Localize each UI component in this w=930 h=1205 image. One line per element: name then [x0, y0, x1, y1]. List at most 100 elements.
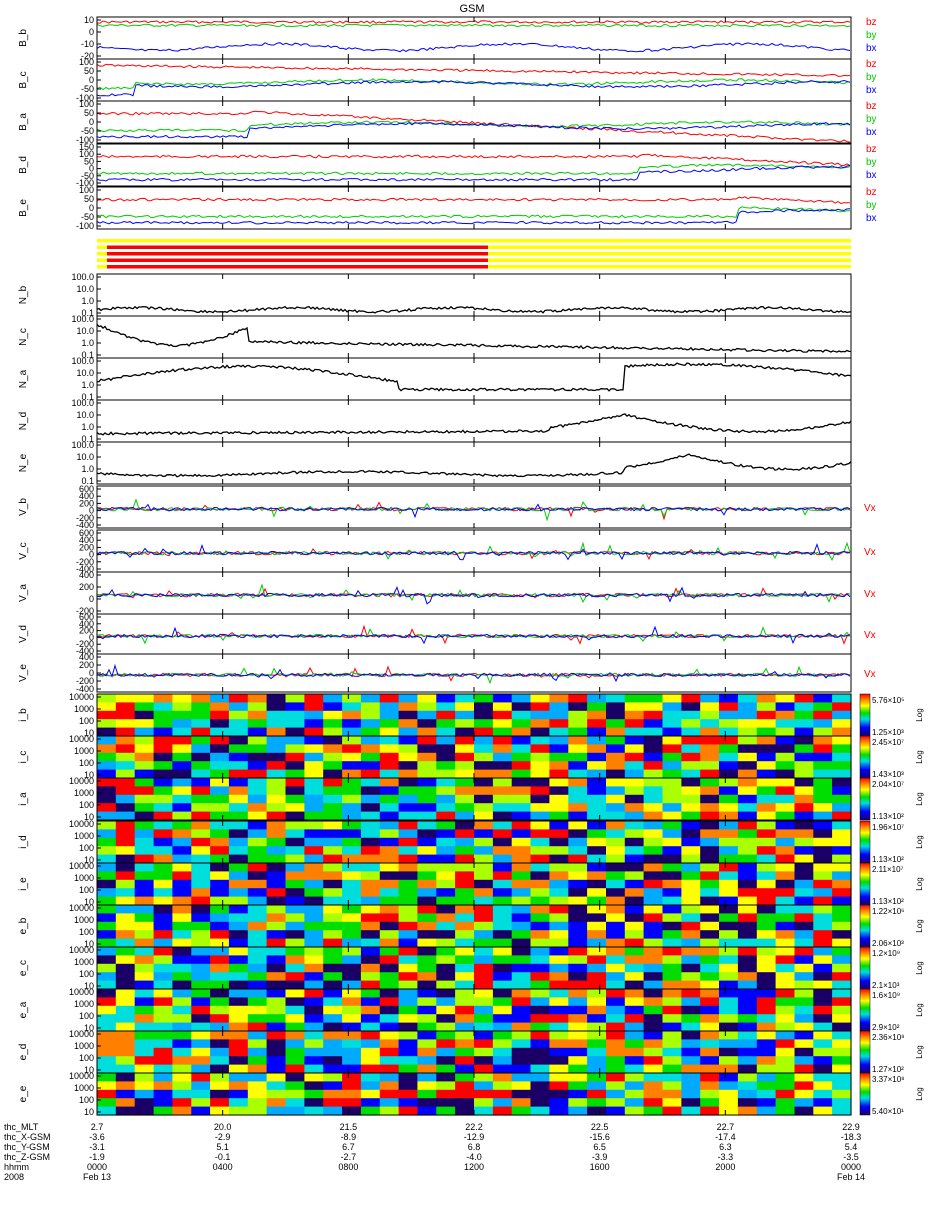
- spectrogram-cell: [700, 930, 720, 940]
- spectrogram-cell: [323, 1014, 343, 1024]
- spectrogram-cell: [568, 963, 588, 973]
- panel-y-label: e_e: [18, 1085, 29, 1102]
- spectrogram-cell: [323, 888, 343, 898]
- spectrogram-cell: [643, 1081, 664, 1091]
- series-line: [96, 23, 851, 28]
- spectrogram-cell: [134, 794, 155, 804]
- spectrogram-cell: [134, 769, 155, 779]
- spectrogram-cell: [530, 1064, 550, 1074]
- spectrogram-cell: [228, 1056, 249, 1066]
- spectrogram-cell: [530, 905, 550, 914]
- spectrogram-cell: [775, 921, 796, 931]
- spectrogram-cell: [813, 752, 833, 762]
- spectrogram-cell: [247, 1073, 268, 1082]
- spectrogram-cell: [134, 1106, 155, 1116]
- spectrogram-cell: [549, 963, 569, 973]
- time-axis-row-label: hhmm: [4, 1162, 29, 1172]
- spectrogram-cell: [247, 744, 268, 754]
- panel-y-label: B_e: [18, 199, 29, 217]
- spectrogram-cell: [153, 829, 174, 839]
- spectrogram-cell: [719, 794, 739, 804]
- spectrogram-cell: [643, 863, 664, 872]
- panel-N_b: 100.010.01.00.1N_b: [18, 272, 852, 318]
- spectrogram-cell: [756, 761, 777, 771]
- spectrogram-cell: [417, 761, 437, 771]
- spectrogram-cell: [436, 1073, 456, 1082]
- spectrogram-cell: [323, 719, 343, 729]
- time-axis-value-hhmm: 1200: [464, 1162, 484, 1172]
- spectrogram-cell: [775, 803, 796, 813]
- spectrogram-cell: [436, 736, 456, 745]
- spectrogram-cell: [568, 1089, 588, 1099]
- spectrogram-cell: [360, 744, 381, 754]
- spectrogram-cell: [492, 947, 513, 956]
- spectrogram-cell: [436, 786, 456, 796]
- spectrogram-cell: [266, 1081, 287, 1091]
- spectrogram-cell: [549, 710, 569, 720]
- spectrogram-cell: [474, 871, 494, 881]
- spectrogram-cell: [379, 1031, 400, 1040]
- spectrogram-cell: [587, 1098, 607, 1108]
- spectrogram-cell: [530, 1022, 550, 1032]
- spectrogram-cell: [700, 1098, 720, 1108]
- spectrogram-cell: [832, 871, 852, 881]
- spectrogram-cell: [115, 955, 136, 965]
- spectrogram-cell: [210, 963, 230, 973]
- spectrogram-cell: [115, 1098, 136, 1108]
- spectrogram-cell: [191, 938, 211, 948]
- spectrogram-cell: [342, 761, 362, 771]
- spectrogram-cell: [115, 829, 136, 839]
- y-tick-label: 400: [79, 491, 94, 501]
- panel-frame: [96, 529, 852, 573]
- spectrogram-cell: [568, 1081, 588, 1091]
- spectrogram-cell: [342, 1031, 362, 1040]
- spectrogram-cell: [587, 1047, 607, 1057]
- spectrogram-cell: [417, 1064, 437, 1074]
- spectrogram-cell: [530, 955, 550, 965]
- spectrogram-cell: [153, 947, 174, 956]
- spectrogram-cell: [266, 980, 287, 990]
- spectrogram-cell: [191, 710, 211, 720]
- spectrogram-cell: [398, 863, 419, 872]
- spectrogram-cell: [436, 778, 456, 787]
- spectrogram-cell: [492, 837, 513, 847]
- spectrogram-cell: [794, 921, 814, 931]
- time-axis-value-Y: 5.1: [216, 1142, 229, 1152]
- spectrogram-cell: [624, 1047, 645, 1057]
- spectrogram-cell: [210, 863, 230, 872]
- spectrogram-cell: [115, 921, 136, 931]
- spectrogram-cell: [360, 803, 381, 813]
- spectrogram-cell: [172, 955, 192, 965]
- time-axis-value-MLT: 22.9: [842, 1122, 860, 1132]
- colorbar-scale-label: Log: [915, 919, 924, 932]
- spectrogram-cell: [606, 736, 626, 745]
- y-tick-label: 150: [79, 142, 94, 152]
- spectrogram-cell: [134, 1014, 155, 1024]
- spectrogram-cell: [813, 963, 833, 973]
- spectrogram-cell: [417, 821, 437, 830]
- spectrogram-cell: [247, 1089, 268, 1099]
- spectrogram-cell: [737, 997, 758, 1007]
- spectrogram-cell: [511, 1098, 532, 1108]
- spectrogram-cell: [191, 1098, 211, 1108]
- spectrogram-cell: [474, 1106, 494, 1116]
- series-line: [96, 323, 852, 353]
- spectrogram-cell: [417, 963, 437, 973]
- legend-vx: Vx: [864, 669, 876, 680]
- spectrogram-cell: [474, 930, 494, 940]
- spectrogram-cell: [568, 821, 588, 830]
- spectrogram-cell: [719, 761, 739, 771]
- spectrogram-cell: [228, 803, 249, 813]
- colorbar: [859, 946, 871, 990]
- spectrogram-cell: [247, 1014, 268, 1024]
- spectrogram-cell: [813, 905, 833, 914]
- spectrogram-cell: [97, 913, 117, 923]
- spectrogram-cell: [398, 752, 419, 762]
- spectrogram-cell: [304, 1073, 324, 1082]
- panel-N_a: 100.010.01.00.1N_a: [18, 356, 852, 402]
- spectrogram-cell: [643, 694, 664, 703]
- spectrogram-cell: [115, 846, 136, 856]
- spectrogram-cell: [474, 694, 494, 703]
- spectrogram-cell: [813, 719, 833, 729]
